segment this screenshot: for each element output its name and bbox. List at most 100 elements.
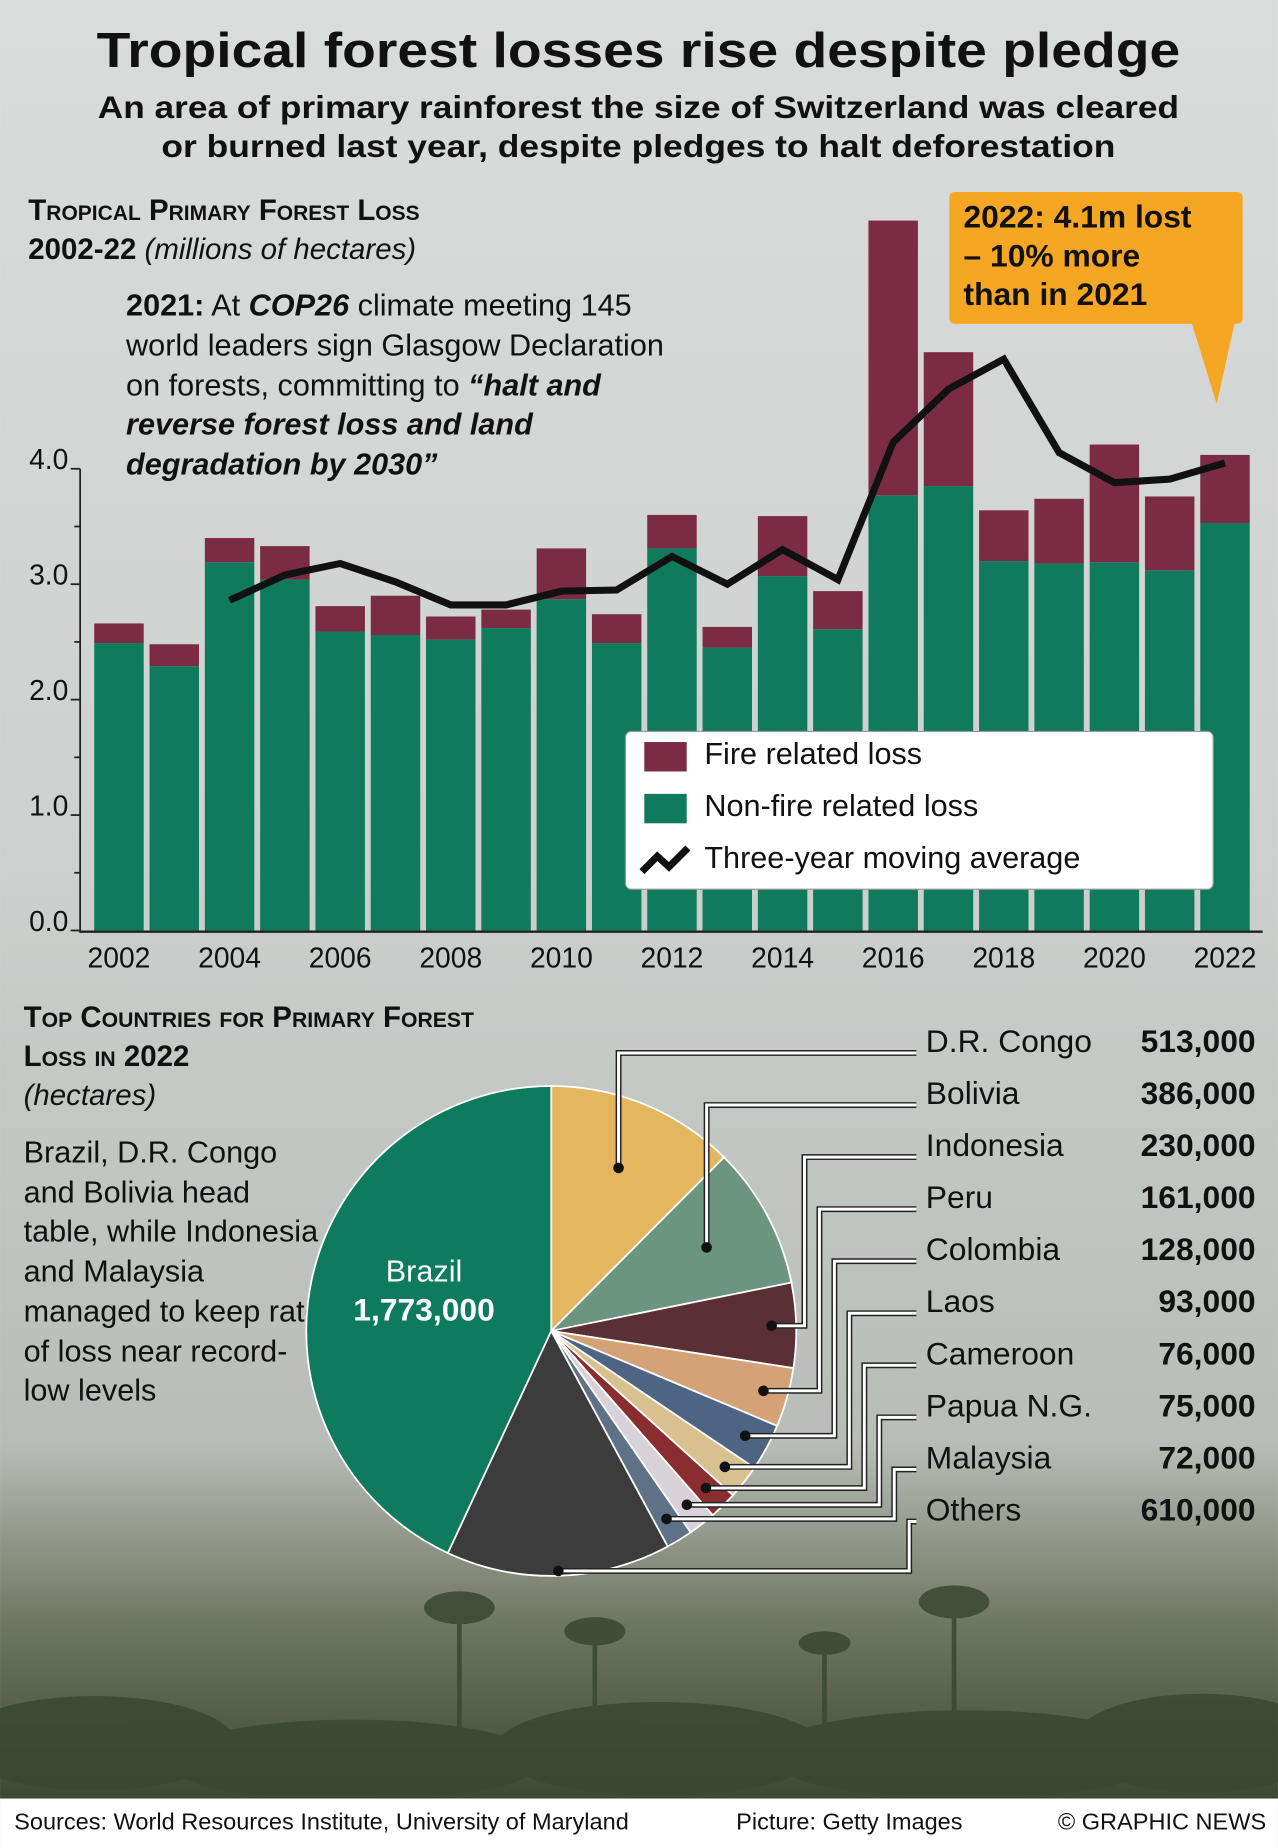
legend-label: D.R. Congo xyxy=(926,1023,1092,1059)
leader-line xyxy=(771,1155,917,1328)
legend-value: 72,000 xyxy=(1158,1439,1255,1475)
bar-segment xyxy=(923,352,974,487)
title: Tropical forest losses rise despite pled… xyxy=(97,23,1181,78)
leader-dot xyxy=(700,1482,712,1494)
leader-dot xyxy=(758,1385,769,1397)
pie-slice xyxy=(550,1085,726,1334)
legend-label: Malaysia xyxy=(926,1439,1052,1475)
legend-label: Papua N.G. xyxy=(926,1387,1092,1423)
x-tick-label: 2006 xyxy=(309,941,372,973)
leader-line xyxy=(724,1311,917,1469)
annotation-year: 2021: xyxy=(126,287,205,323)
note-box: Brazil, D.R. Congo and Bolivia head tabl… xyxy=(23,1134,322,1408)
callout-text: – 10% more xyxy=(963,237,1140,273)
legend-label: Laos xyxy=(926,1283,995,1319)
legend-label: Three-year moving average xyxy=(704,841,1080,875)
leader-dot xyxy=(766,1320,777,1332)
y-tick-label: 0.0 xyxy=(29,905,68,937)
legend-label: Fire related loss xyxy=(704,737,922,771)
y-tick-label: 4.0 xyxy=(29,443,68,475)
annotation-text: climate meeting 145 world leaders sign G… xyxy=(126,287,664,403)
bar-segment xyxy=(1144,496,1195,571)
x-tick-label: 2018 xyxy=(972,941,1035,973)
x-tick-label: 2010 xyxy=(530,941,593,973)
x-tick-label: 2012 xyxy=(641,941,704,973)
legend-label: Colombia xyxy=(926,1231,1061,1267)
leader-dot xyxy=(739,1430,751,1442)
leader-line xyxy=(763,1207,917,1393)
bar-segment xyxy=(315,606,365,632)
legend-value: 76,000 xyxy=(1158,1335,1255,1371)
pie-note: Brazil, D.R. Congo and Bolivia head tabl… xyxy=(23,1134,322,1408)
leader-dot xyxy=(701,1242,712,1253)
picture-credit: Picture: Getty Images xyxy=(736,1808,962,1834)
pie-title: Top Countries for Primary Forest Loss in… xyxy=(23,1001,474,1073)
footer-band xyxy=(0,1798,1278,1848)
leader-line xyxy=(705,1363,917,1490)
legend-label: Cameroon xyxy=(926,1335,1074,1371)
tree-silhouettes xyxy=(0,1585,1278,1803)
annotation-quote: “halt and reverse forest loss and land d… xyxy=(126,367,601,482)
legend-value: 161,000 xyxy=(1141,1179,1256,1215)
legend-value: 93,000 xyxy=(1158,1283,1255,1319)
bar-segment xyxy=(536,599,587,931)
legend-box xyxy=(624,730,1214,890)
x-tick-label: 2020 xyxy=(1083,941,1146,973)
callout-box xyxy=(949,191,1243,404)
leader-line xyxy=(745,1259,917,1438)
leader-line xyxy=(617,1051,917,1168)
chart-title: Tropical Primary Forest Loss xyxy=(28,194,419,227)
pie-unit: (hectares) xyxy=(23,1078,157,1112)
bar-segment xyxy=(94,623,144,644)
moving-average-line xyxy=(228,354,1226,609)
callout-text: than in 2021 xyxy=(963,276,1147,312)
bar-segment xyxy=(868,220,918,496)
x-tick-label: 2002 xyxy=(88,941,151,973)
bar-segment xyxy=(149,644,199,667)
pie-title-box: Top Countries for Primary Forest Loss in… xyxy=(23,1001,474,1112)
annotation-lead: At xyxy=(211,287,241,323)
bar-segment xyxy=(370,595,421,635)
legend-label: Non-fire related loss xyxy=(704,789,978,823)
x-tick-label: 2008 xyxy=(419,941,482,973)
bar-segment xyxy=(1089,444,1140,563)
bar-segment xyxy=(426,639,476,931)
bar-segment xyxy=(260,579,310,931)
legend-value: 230,000 xyxy=(1141,1127,1256,1163)
legend-value: 610,000 xyxy=(1141,1491,1256,1527)
x-tick-label: 2022 xyxy=(1194,941,1257,973)
slice-value: 1,773,000 xyxy=(353,1291,494,1327)
bar-segment xyxy=(979,510,1029,562)
bar-segment xyxy=(481,609,531,629)
credit: © GRAPHIC NEWS xyxy=(1058,1808,1266,1834)
bar-segment xyxy=(204,538,255,563)
annotation-box: 2021: At COP26 climate meeting 145 world… xyxy=(126,286,680,485)
legend-swatch xyxy=(644,793,687,824)
legend-label: Peru xyxy=(926,1179,993,1215)
annotation: 2021: At COP26 climate meeting 145 world… xyxy=(126,286,680,485)
callout-text: 2022: 4.1m lost xyxy=(963,198,1191,234)
leader-dot xyxy=(719,1461,731,1473)
leader-line xyxy=(666,1467,917,1521)
bar-segment xyxy=(315,631,365,931)
bar-segment xyxy=(481,628,531,931)
y-tick-label: 2.0 xyxy=(29,674,68,706)
bar-segment xyxy=(702,626,753,648)
bar-segment xyxy=(647,514,697,549)
bar-segment xyxy=(94,643,144,931)
leader-dot xyxy=(553,1565,564,1577)
legend-label: Others xyxy=(926,1491,1021,1527)
legend-swatch xyxy=(644,742,687,772)
legend-value: 386,000 xyxy=(1141,1075,1256,1111)
bar-segment xyxy=(370,634,421,931)
bar-segment xyxy=(149,666,199,931)
legend-value: 513,000 xyxy=(1141,1023,1256,1059)
legend-label: Indonesia xyxy=(926,1127,1064,1163)
x-tick-label: 2014 xyxy=(751,941,814,973)
y-tick-label: 1.0 xyxy=(29,789,68,821)
leader-dot xyxy=(661,1513,672,1525)
subtitle: An area of primary rainforest the size o… xyxy=(98,89,1179,125)
x-tick-label: 2016 xyxy=(862,941,925,973)
leader-line xyxy=(705,1103,917,1248)
